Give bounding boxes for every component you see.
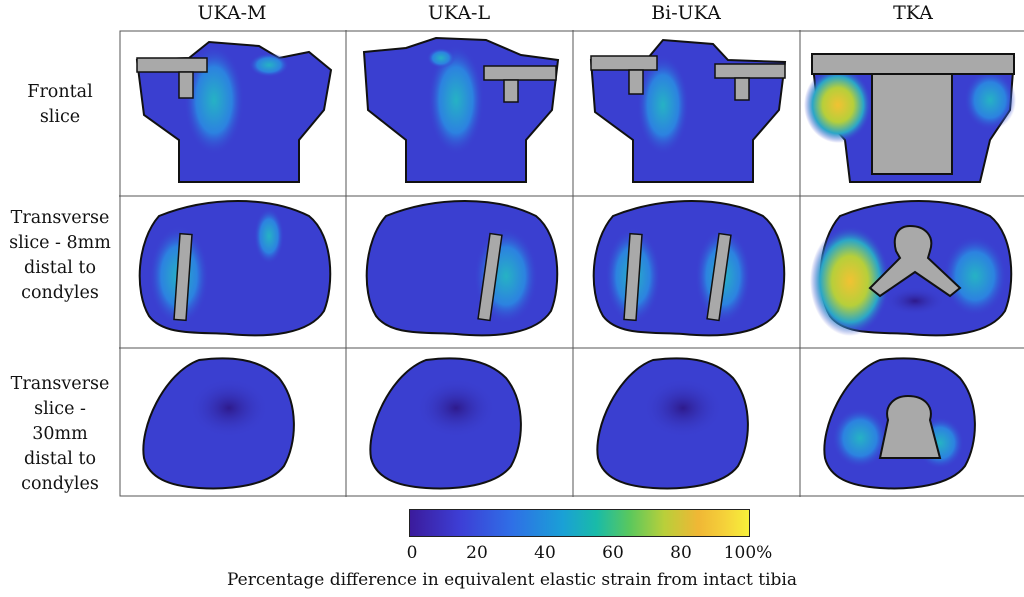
colorbar bbox=[409, 509, 750, 537]
column-header-tka: TKA bbox=[893, 2, 933, 24]
transverse-30mm-uka-m-panel bbox=[142, 357, 295, 490]
row-label-frontal: Frontal slice bbox=[27, 82, 93, 127]
colorbar-tick: 40 bbox=[534, 543, 556, 563]
transverse-8mm-uka-l-panel bbox=[365, 200, 559, 337]
column-header-uka-m: UKA-M bbox=[197, 2, 267, 24]
colorbar-tick: 0 bbox=[406, 543, 418, 563]
colorbar-tick: 20 bbox=[466, 543, 488, 563]
row-label-transverse-8mm: Transverse slice - 8mm distal to condyle… bbox=[9, 208, 111, 303]
colorbar-tick: 80 bbox=[670, 543, 692, 563]
column-header-uka-l: UKA-L bbox=[427, 2, 491, 24]
column-header-bi-uka: Bi-UKA bbox=[651, 2, 721, 24]
colorbar-gradient bbox=[409, 509, 750, 537]
frontal-uka-l-panel bbox=[362, 36, 560, 183]
row-label-transverse-30mm: Transverse slice - 30mm distal to condyl… bbox=[10, 374, 110, 494]
transverse-8mm-uka-m-panel bbox=[138, 200, 332, 337]
transverse-30mm-bi-uka-panel bbox=[596, 357, 749, 490]
frontal-tka-panel bbox=[804, 53, 1016, 183]
transverse-30mm-tka-panel bbox=[823, 357, 976, 490]
transverse-8mm-tka-panel bbox=[810, 200, 1013, 337]
grid-lines bbox=[119, 30, 1024, 497]
colorbar-tick: 60 bbox=[602, 543, 624, 563]
frontal-uka-m-panel bbox=[135, 40, 333, 183]
colorbar-label: Percentage difference in equivalent elas… bbox=[227, 570, 797, 590]
colorbar-tick: 100% bbox=[723, 543, 773, 563]
transverse-8mm-bi-uka-panel bbox=[592, 200, 786, 337]
panel-grid bbox=[119, 30, 1024, 497]
transverse-30mm-uka-l-panel bbox=[369, 357, 522, 490]
frontal-bi-uka-panel bbox=[589, 38, 787, 183]
